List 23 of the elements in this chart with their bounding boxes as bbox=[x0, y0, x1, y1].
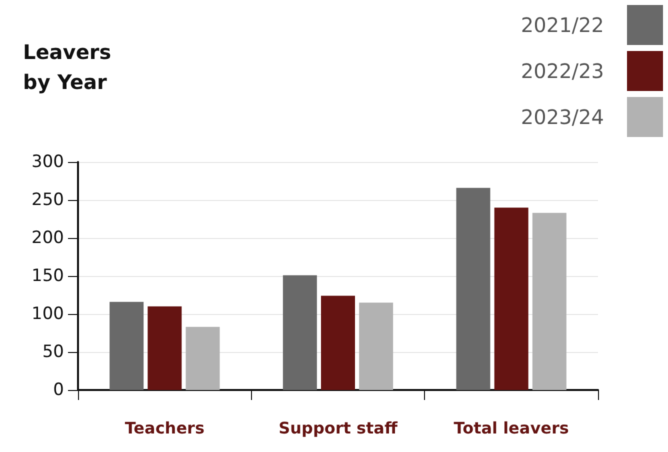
bar bbox=[148, 306, 182, 390]
x-tick-label: Total leavers bbox=[454, 418, 569, 438]
bar bbox=[494, 208, 528, 390]
bar bbox=[456, 188, 490, 390]
bar bbox=[282, 275, 317, 390]
legend-label: 2023/24 bbox=[520, 105, 604, 129]
x-tick-label: Support staff bbox=[278, 418, 398, 438]
bar bbox=[359, 302, 394, 390]
bar bbox=[186, 326, 220, 390]
chart-title: Leavers by Year bbox=[23, 40, 112, 94]
y-tick-label: 300 bbox=[32, 152, 64, 172]
y-tick-label: 250 bbox=[32, 190, 64, 210]
bar bbox=[110, 302, 144, 390]
y-tick-label: 200 bbox=[32, 228, 64, 248]
legend-label: 2021/22 bbox=[520, 13, 604, 37]
bar bbox=[321, 296, 355, 390]
y-tick-label: 0 bbox=[53, 380, 64, 400]
y-tick-label: 50 bbox=[42, 342, 64, 362]
legend-label: 2022/23 bbox=[520, 59, 604, 83]
y-tick-label: 100 bbox=[32, 304, 64, 324]
bar bbox=[532, 212, 566, 390]
y-tick-label: 150 bbox=[32, 266, 64, 286]
x-tick-label: Teachers bbox=[124, 418, 204, 438]
